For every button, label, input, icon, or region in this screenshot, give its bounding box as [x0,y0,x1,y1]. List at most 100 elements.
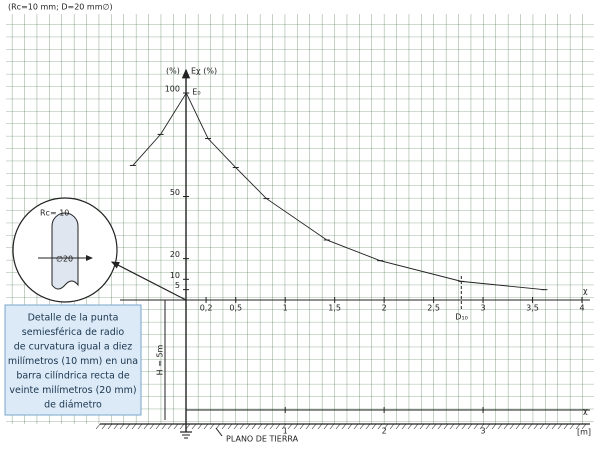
ground-hatch [569,423,575,430]
x2-tick-label: 3 [481,427,486,436]
ground-hatch [449,423,455,430]
ground-hatch [413,423,419,430]
ground-hatch [347,423,353,430]
ground-hatch [323,423,329,430]
ground-hatch [497,423,503,430]
rod-detail [51,212,79,290]
ground-hatch [173,423,179,430]
ground-hatch [245,423,251,430]
ground-hatch [485,423,491,430]
ground-hatch [233,423,239,430]
ground-hatch [101,423,107,430]
ground-hatch [365,423,371,430]
ground-hatch [539,423,545,430]
peak-label: E₀ [192,88,200,97]
ground-hatch [521,423,527,430]
ground-hatch [437,423,443,430]
y-tick-label: 5 [175,281,180,290]
ground-hatch [371,423,377,430]
ground-hatch [575,423,581,430]
ground-hatch [167,423,173,430]
x-tick-label: 0,5 [229,304,242,313]
note-line: Detalle de la punta [28,313,119,324]
ground-hatch [215,423,221,430]
ground-hatch [329,423,335,430]
y-label: Eχ (%) [191,67,217,76]
ground-label: PLANO DE TIERRA [226,435,299,444]
ground-hatch [383,423,389,430]
ground-hatch [503,423,509,430]
ground-hatch [533,423,539,430]
ground-hatch [341,423,347,430]
x-tick-label: 0,2 [200,304,213,313]
ground-hatch [407,423,413,430]
ground-hatch [119,423,125,430]
ground-hatch [353,423,359,430]
detail-radius-label: Rc= 10 [40,209,69,218]
ground-hatch [557,423,563,430]
ground-hatch [287,423,293,430]
ground-hatch [137,423,143,430]
ground-hatch [509,423,515,430]
note-line: de curvatura igual a diez [14,342,133,353]
ground-hatch [263,423,269,430]
ground-hatch [185,423,191,430]
marker-label: D₁₀ [455,313,468,322]
ground-hatch [107,423,113,430]
y-label-left: (%) [166,67,180,76]
ground-hatch [479,423,485,430]
ground-hatch [335,423,341,430]
y-tick-label: 50 [170,188,180,197]
ground-hatch [293,423,299,430]
ground-hatch [401,423,407,430]
note-line: de diámetro [44,400,102,411]
ground-hatch [143,423,149,430]
data-line [132,92,545,291]
ground-hatch [467,423,473,430]
x2-label: χ [583,407,588,416]
x2-tick-label: 2 [382,427,387,436]
x-tick-label: 1 [283,304,288,313]
x-tick-label: 4 [579,304,584,313]
ground-hatch [221,423,227,430]
ground-hatch [563,423,569,430]
detail-pointer [110,261,187,301]
note-line: milímetros (10 mm) en una [8,356,138,367]
ground-hatch [431,423,437,430]
ground-hatch [197,423,203,430]
ground-hatch [545,423,551,430]
ground-hatch [299,423,305,430]
ground-hatch [131,423,137,430]
ground-hatch [515,423,521,430]
height-label: H = 5m [156,344,165,375]
ground-hatch [455,423,461,430]
note-line: barra cilíndrica recta de [16,371,130,382]
ground-hatch [305,423,311,430]
ground-hatch [125,423,131,430]
ground-hatch [581,423,587,430]
ground-hatch [269,423,275,430]
ground-hatch [473,423,479,430]
y-tick-label: 20 [170,250,180,259]
ground-hatch [395,423,401,430]
ground-hatch [161,423,167,430]
ground-hatch [377,423,383,430]
x-tick-label: 3,5 [526,304,539,313]
x-tick-label: 1,5 [328,304,341,313]
ground-hatch [209,423,215,430]
ground-hatch [551,423,557,430]
detail-diameter-label: ∅20 [56,255,73,264]
note-line: veinte milímetros (20 mm) [9,385,136,396]
ground-hatch [227,423,233,430]
ground-hatch [461,423,467,430]
note-box [4,304,142,416]
y-tick-label: 100 [165,85,180,94]
note-line: semiesférica de radio [22,327,125,338]
x-label: χ [583,287,588,296]
ground-hatch [251,423,257,430]
ground-hatch [257,423,263,430]
ground-hatch [113,423,119,430]
ground-hatch [491,423,497,430]
ground-hatch [149,423,155,430]
